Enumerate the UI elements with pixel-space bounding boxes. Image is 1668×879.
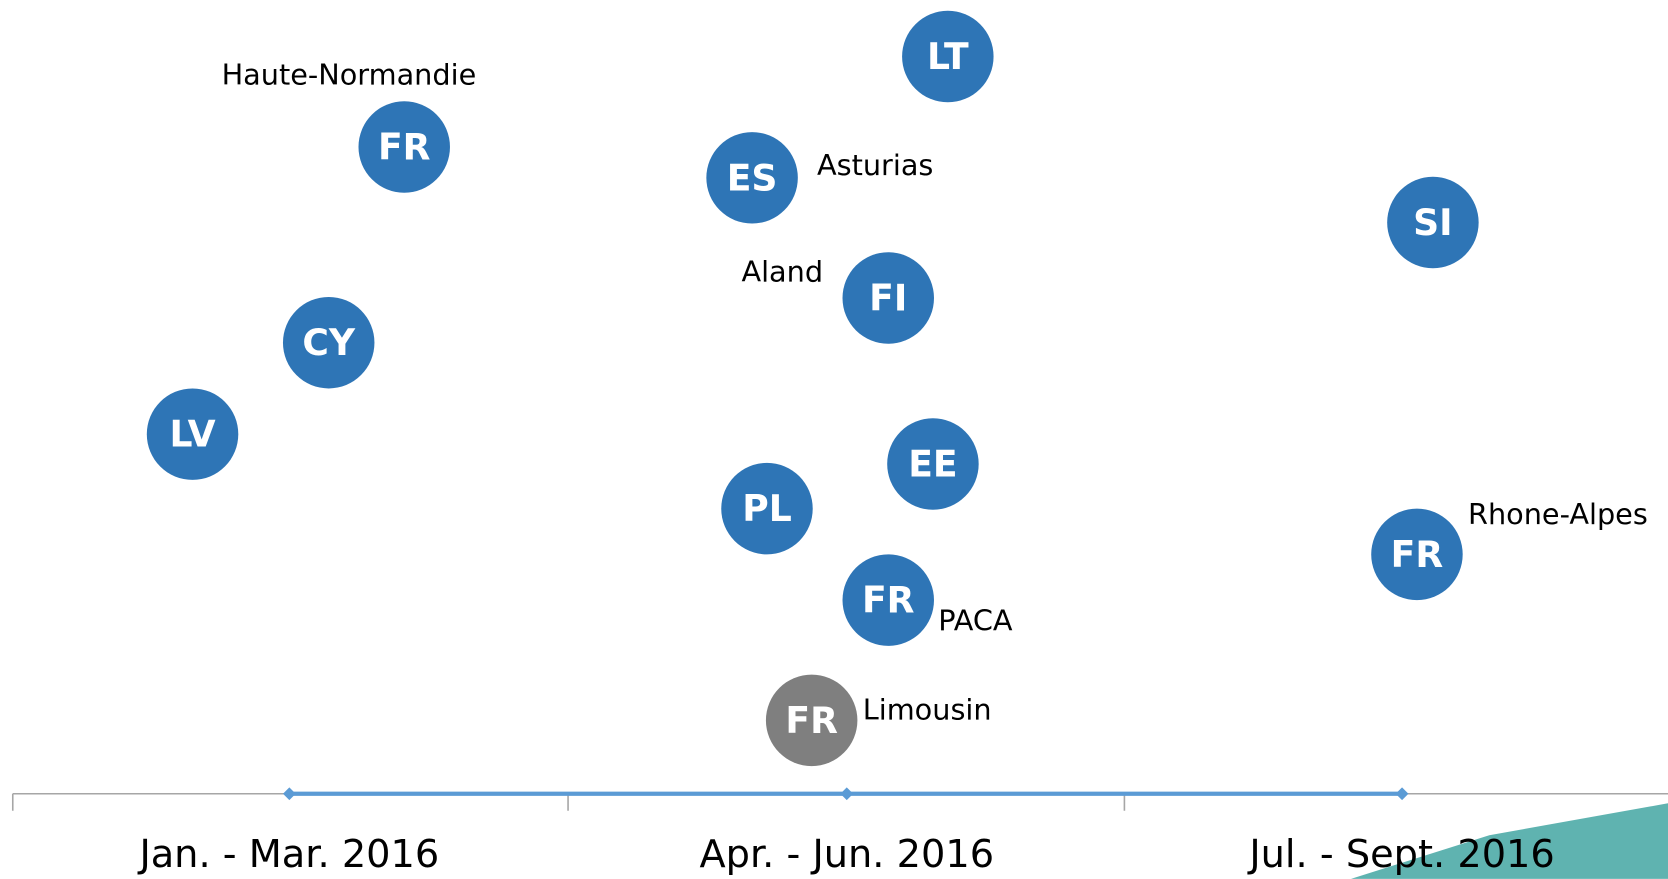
bubble xyxy=(842,252,934,344)
bubble xyxy=(902,10,994,103)
node: ES Asturias xyxy=(706,132,933,224)
country-code: LV xyxy=(170,413,216,456)
node: SI xyxy=(1387,176,1479,269)
node: FR Rhone-Alpes xyxy=(1371,497,1648,601)
country-code: CY xyxy=(302,321,356,364)
decor-shape xyxy=(1350,803,1668,879)
region-label: Haute-Normandie xyxy=(222,58,477,92)
node: FR PACA xyxy=(842,554,1013,646)
country-code: FR xyxy=(785,699,838,742)
country-code: ES xyxy=(727,156,778,199)
region-label: Asturias xyxy=(817,148,933,182)
region-label: PACA xyxy=(938,603,1013,637)
bubble xyxy=(706,132,798,224)
bubble xyxy=(765,674,858,767)
bubble xyxy=(282,296,375,389)
periods: Jan. - Mar. 2016 Apr. - Jun. 2016 Jul. - S… xyxy=(137,787,1555,877)
region-label: Rhone-Alpes xyxy=(1468,497,1648,531)
timeline-marker xyxy=(1395,787,1409,801)
node: CY xyxy=(282,296,375,389)
bubble xyxy=(721,462,813,555)
bubble xyxy=(146,388,239,480)
nodes: FR Haute-Normandie LT ES Asturias SI FI Aland CY… xyxy=(146,10,1648,767)
node: FR Haute-Normandie xyxy=(222,58,477,193)
node: FI Aland xyxy=(741,252,934,344)
period-label: Jul. - Sept. 2016 xyxy=(1247,832,1554,877)
node: EE xyxy=(887,418,979,510)
country-code: FR xyxy=(862,579,915,622)
timeline-marker xyxy=(282,787,296,801)
period-label: Jan. - Mar. 2016 xyxy=(137,832,439,877)
country-code: FI xyxy=(869,277,907,320)
bubble xyxy=(358,101,450,193)
country-code: FR xyxy=(1391,533,1444,576)
country-code: SI xyxy=(1413,201,1452,244)
bubble xyxy=(842,554,934,646)
country-code: PL xyxy=(742,487,792,530)
timeline-marker xyxy=(840,787,854,801)
node: PL xyxy=(721,462,813,555)
bubble xyxy=(1387,176,1479,269)
period-label: Apr. - Jun. 2016 xyxy=(699,832,994,877)
node: LT xyxy=(902,10,994,103)
bubble xyxy=(1371,508,1463,601)
node: FR Limousin xyxy=(765,674,992,767)
node: LV xyxy=(146,388,239,480)
country-code: FR xyxy=(378,125,431,168)
country-code: LT xyxy=(927,35,969,78)
bubble xyxy=(887,418,979,510)
country-code: EE xyxy=(908,442,957,485)
region-label: Limousin xyxy=(863,693,992,727)
region-label: Aland xyxy=(741,254,823,288)
